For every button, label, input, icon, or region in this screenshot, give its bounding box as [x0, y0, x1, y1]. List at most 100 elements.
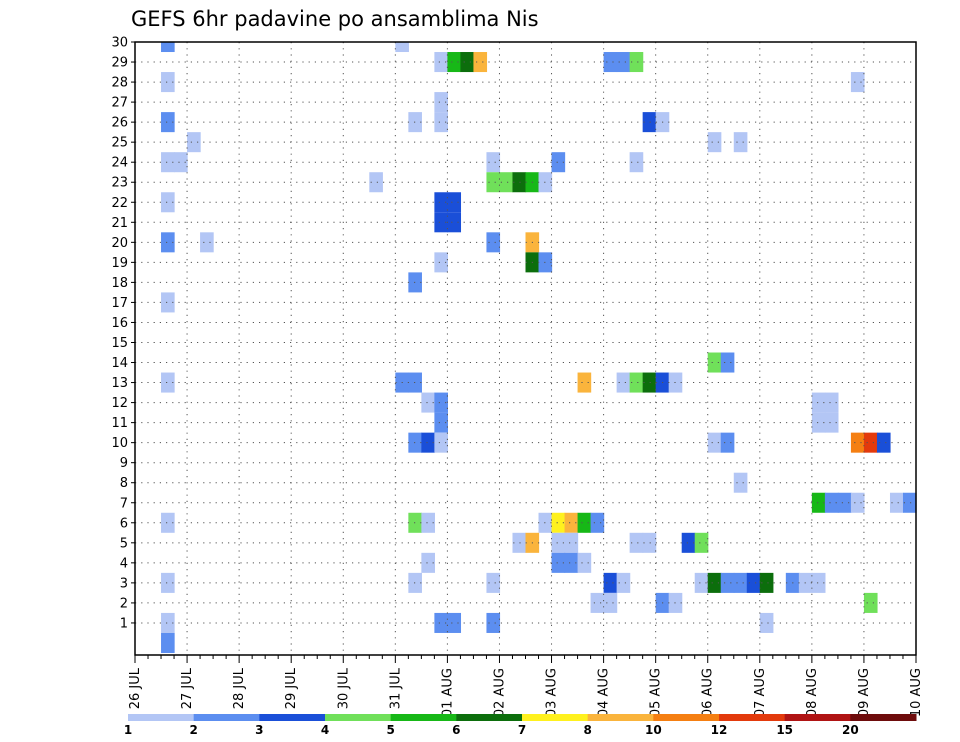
y-tick-label: 6	[120, 516, 128, 531]
precip-cell	[434, 92, 448, 113]
y-tick-label: 23	[111, 176, 128, 191]
precip-cell	[824, 492, 839, 513]
y-axis: 1234567891011121314151617181920212223242…	[111, 36, 135, 631]
y-tick-label: 27	[111, 96, 128, 111]
precip-cell	[850, 72, 865, 93]
y-tick-label: 12	[111, 396, 128, 411]
y-tick-label: 19	[111, 256, 128, 271]
precip-cell	[434, 52, 448, 73]
precip-cell	[551, 152, 566, 173]
grid-layer	[135, 41, 916, 655]
precip-cell	[629, 372, 644, 393]
precip-cell	[551, 552, 566, 573]
colorbar-label: 10	[645, 723, 662, 737]
x-tick-label: 09 AUG	[857, 668, 872, 717]
precip-cell	[421, 392, 435, 413]
colorbar-swatch	[719, 714, 786, 721]
colorbar-swatch	[128, 714, 195, 721]
precip-cell	[720, 432, 735, 453]
precip-cell	[590, 592, 605, 613]
precip-cell	[577, 512, 592, 533]
x-tick-label: 05 AUG	[649, 668, 664, 717]
y-tick-label: 2	[120, 596, 128, 611]
precip-cell	[733, 472, 748, 493]
colorbar-label: 2	[189, 723, 197, 737]
y-tick-label: 9	[120, 456, 128, 471]
x-tick-label: 26 JUL	[128, 667, 143, 709]
y-tick-label: 3	[120, 576, 128, 591]
precip-cell	[707, 572, 722, 593]
precip-cell	[850, 432, 865, 453]
precip-cell	[590, 512, 605, 533]
precip-cell	[889, 492, 904, 513]
x-tick-label: 27 JUL	[180, 667, 195, 709]
colorbar-swatch	[259, 714, 326, 721]
colorbar-swatch	[850, 714, 917, 721]
y-tick-label: 18	[111, 276, 128, 291]
precip-cell	[564, 552, 579, 573]
precip-cell	[447, 612, 462, 633]
y-tick-label: 21	[111, 216, 128, 231]
colorbar-label: 3	[255, 723, 263, 737]
precip-cell	[824, 412, 839, 433]
x-tick-label: 02 AUG	[492, 668, 507, 717]
precip-cell	[863, 432, 878, 453]
x-tick-label: 29 JUL	[284, 667, 299, 709]
precip-cell	[720, 352, 735, 373]
precip-cell	[434, 412, 448, 433]
precip-cell	[603, 52, 618, 73]
precip-cell	[486, 172, 501, 193]
precip-cell	[642, 112, 657, 133]
precip-cell	[681, 532, 696, 553]
precip-cell	[694, 532, 709, 553]
precip-cell	[421, 512, 435, 533]
y-tick-label: 11	[111, 416, 128, 431]
precip-cell	[486, 152, 501, 173]
colorbar-swatch	[390, 714, 457, 721]
precip-cell	[629, 532, 644, 553]
x-tick-label: 08 AUG	[805, 668, 820, 717]
x-tick-label: 06 AUG	[701, 668, 716, 717]
precip-cell	[187, 132, 201, 153]
x-tick-label: 28 JUL	[232, 667, 247, 709]
precip-cell	[863, 592, 878, 613]
precip-cell	[616, 52, 631, 73]
y-tick-label: 20	[111, 236, 128, 251]
x-tick-label: 01 AUG	[440, 668, 455, 717]
precip-cell	[421, 432, 435, 453]
x-axis: 26 JUL 27 JUL 28 JUL 29 JUL 30 JUL 31 JUL 01 A…	[128, 655, 924, 717]
precip-cell	[434, 612, 448, 633]
colorbar-label: 6	[452, 723, 460, 737]
y-tick-label: 13	[111, 376, 128, 391]
y-tick-label: 1	[120, 616, 128, 631]
precip-cell	[837, 492, 852, 513]
precip-cell	[759, 612, 774, 633]
precip-cell	[434, 212, 448, 233]
precip-cell	[733, 132, 748, 153]
y-tick-label: 26	[111, 116, 128, 131]
precip-cell	[161, 112, 175, 133]
precip-cell	[161, 72, 175, 93]
precip-cell	[811, 412, 826, 433]
y-tick-label: 22	[111, 196, 128, 211]
precip-cell	[707, 132, 722, 153]
precip-cell	[460, 52, 475, 73]
precip-cell	[161, 192, 175, 213]
colorbar-label: 4	[321, 723, 329, 737]
colorbar-swatch	[784, 714, 851, 721]
precip-cell	[161, 632, 175, 653]
precip-cell	[395, 42, 409, 53]
precip-cell	[707, 352, 722, 373]
precip-cell	[811, 572, 826, 593]
x-tick-label: 31 JUL	[388, 667, 403, 709]
precip-cell	[629, 152, 644, 173]
precip-cell	[577, 372, 592, 393]
precip-cell	[902, 492, 917, 513]
precip-cell	[551, 532, 566, 553]
colorbar-label: 5	[386, 723, 394, 737]
colorbar-swatch	[653, 714, 720, 721]
colorbar-label: 8	[583, 723, 591, 737]
colorbar-swatch	[325, 714, 392, 721]
colorbar-swatch	[522, 714, 589, 721]
y-tick-label: 4	[120, 556, 128, 571]
